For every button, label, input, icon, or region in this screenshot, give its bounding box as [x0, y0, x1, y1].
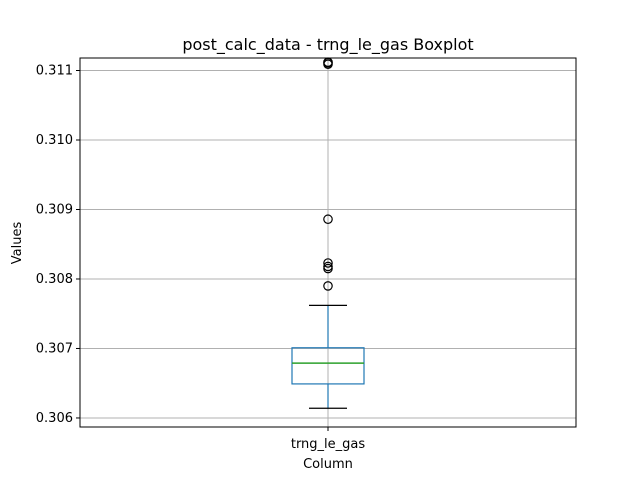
x-axis-label: Column [303, 457, 353, 472]
y-tick-label: 0.310 [36, 133, 73, 148]
chart-title: post_calc_data - trng_le_gas Boxplot [182, 35, 473, 55]
axis-layer: 0.306 0.307 0.308 0.309 0.310 0.311 trng_le_ga… [36, 64, 366, 452]
outlier-point [323, 261, 333, 272]
outlier-point [323, 281, 333, 291]
y-tick-label: 0.309 [36, 202, 73, 217]
y-tick-label: 0.311 [36, 64, 73, 79]
interquartile-box [291, 347, 365, 385]
y-tick-label: 0.308 [36, 272, 73, 287]
y-tick-label: 0.307 [36, 341, 73, 356]
y-axis-label: Values [10, 222, 25, 265]
box-layer [291, 57, 365, 409]
grid-layer [80, 58, 576, 427]
outlier-point [323, 258, 333, 268]
outlier-point [323, 214, 333, 225]
y-tick-label: 0.306 [36, 411, 73, 426]
x-tick-label: trng_le_gas [291, 437, 366, 452]
